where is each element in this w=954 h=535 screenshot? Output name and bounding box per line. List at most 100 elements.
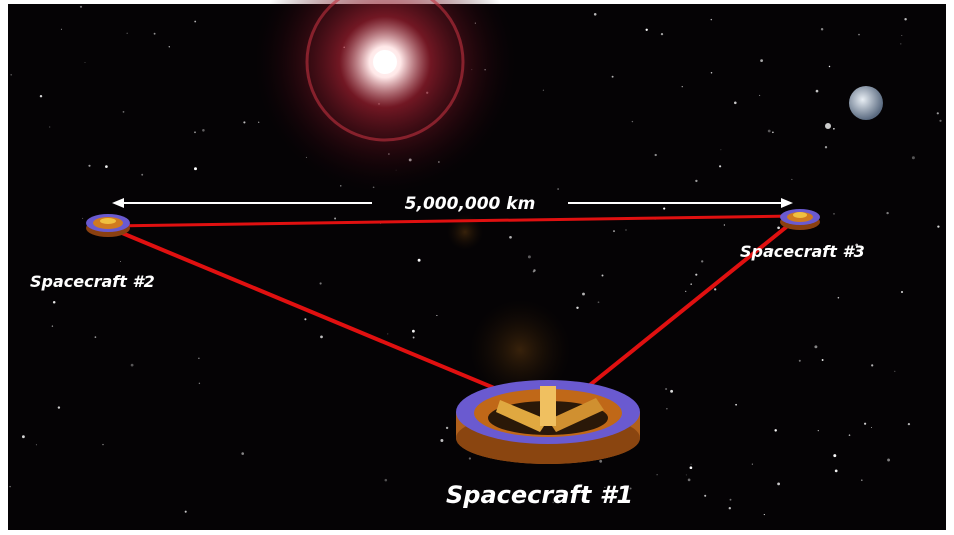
star [912,156,915,159]
distance-label: 5,000,000 km [405,194,536,214]
star [670,390,673,393]
page: 5,000,000 km Spacecraft #2 Spacecraft #3… [0,0,954,535]
star [777,226,780,229]
star [58,406,60,408]
star [582,293,585,296]
star [829,66,830,67]
star [576,307,578,309]
star [695,274,697,276]
star [85,62,86,63]
star [53,301,56,304]
star [822,359,824,361]
star [340,185,341,186]
star [690,283,692,285]
star [814,345,817,348]
illustration: 5,000,000 km Spacecraft #2 Spacecraft #3… [0,0,954,535]
star [185,511,187,513]
star [304,318,306,320]
star [194,21,196,23]
star [661,33,663,35]
star [334,218,336,220]
star [440,439,443,442]
star [446,427,448,429]
star [320,282,322,284]
star [594,13,597,16]
star [169,46,170,47]
star [688,479,691,482]
star [833,454,836,457]
star [759,95,760,96]
star [120,261,121,262]
star [835,470,838,473]
star [49,126,50,127]
star [612,76,614,78]
star [613,230,615,232]
star [198,358,199,359]
star [88,165,90,167]
star [199,383,200,384]
sun [373,50,397,74]
star [704,495,706,497]
star [509,236,512,239]
star [861,479,863,481]
star [858,34,860,36]
star [82,218,83,219]
star [760,59,763,62]
star [735,404,737,406]
star [774,429,776,431]
star [141,174,143,176]
star [418,259,421,262]
star [80,6,82,8]
star [772,131,774,133]
star [864,423,866,425]
star [243,121,245,123]
star [871,364,873,366]
star [602,275,604,277]
star [241,452,244,455]
star [818,430,819,431]
star [901,35,902,36]
star [904,18,906,20]
star [900,43,901,44]
spacecraft-2 [86,214,130,237]
star [686,474,687,475]
star [557,188,559,190]
star [937,112,939,114]
star [821,28,823,30]
star [194,131,196,133]
star [871,427,872,428]
star [838,297,840,299]
star [436,315,437,316]
star [543,90,544,91]
star [202,129,205,132]
star [127,33,128,34]
star [894,371,895,372]
star [901,291,903,293]
star [320,336,323,339]
star [194,167,197,170]
star [9,486,10,487]
earth [849,86,883,120]
spacecraft-1 [456,380,640,464]
star [413,337,415,339]
spacecraft-label: Spacecraft #1 [446,481,633,509]
star [598,301,600,303]
star [937,225,939,227]
star [95,336,97,338]
spacecraft-3 [780,209,820,230]
star [791,179,792,180]
star [768,130,771,133]
star [10,74,12,76]
star [764,514,765,515]
star [701,260,703,262]
star [626,230,627,231]
star [724,224,725,225]
star [61,29,62,30]
star [685,291,686,292]
star [665,388,667,390]
star [682,86,683,87]
star [719,165,721,167]
star [825,146,827,148]
star [720,149,721,150]
star [833,213,834,214]
